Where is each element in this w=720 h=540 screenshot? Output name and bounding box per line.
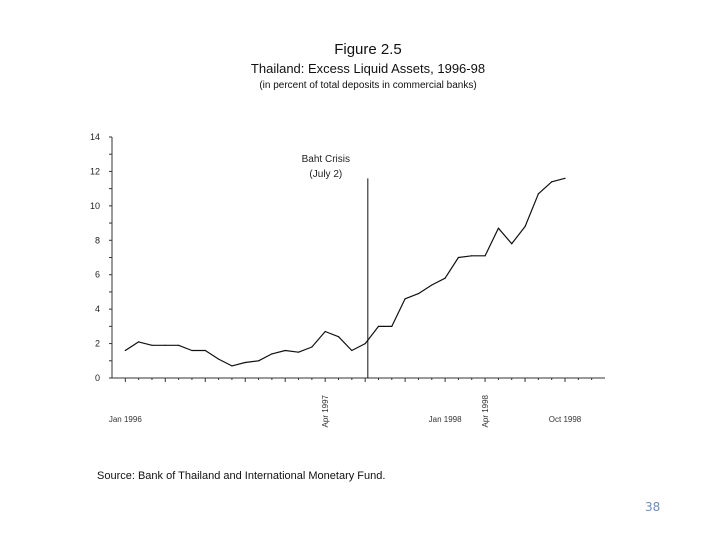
x-tick-label: Jan 1998 (429, 415, 462, 424)
x-tick-label: Jan 1996 (109, 415, 142, 424)
chart-subtitle: (in percent of total deposits in commerc… (259, 80, 477, 91)
data-point (204, 349, 206, 352)
axes (111, 137, 605, 379)
data-point (457, 256, 460, 259)
data-point (217, 358, 220, 360)
figure-number: Figure 2.5 (334, 41, 402, 58)
chart-title: Thailand: Excess Liquid Assets, 1996-98 (250, 61, 486, 76)
data-point (231, 365, 233, 367)
page-number: 38 (645, 500, 661, 514)
data-point (391, 325, 393, 327)
y-tick-label: 12 (90, 166, 100, 176)
y-tick-label: 10 (90, 201, 100, 211)
series-line (124, 177, 566, 367)
data-point (284, 349, 286, 352)
data-point (257, 360, 260, 362)
y-tick-label: 6 (95, 270, 100, 280)
data-point (377, 325, 380, 327)
data-point (244, 361, 246, 364)
data-point (497, 227, 500, 229)
data-point (138, 341, 140, 343)
y-tick-label: 0 (95, 373, 100, 383)
source-note: Source: Bank of Thailand and Internation… (97, 470, 386, 482)
data-point (524, 225, 526, 228)
series-layer (124, 177, 566, 367)
data-point (471, 255, 473, 257)
data-point (484, 255, 486, 257)
x-tick-label: Oct 1998 (549, 415, 582, 424)
y-tick-label: 2 (95, 339, 100, 349)
data-point (124, 349, 126, 352)
data-point (178, 344, 180, 346)
data-point (537, 193, 539, 195)
data-point (551, 181, 553, 183)
data-point (151, 344, 153, 346)
data-point (337, 336, 340, 338)
data-point (444, 277, 446, 279)
data-point (404, 298, 406, 300)
y-tick-label: 14 (90, 132, 100, 142)
data-point (431, 284, 433, 286)
y-axis-ticks: 0 2 4 6 8 10 12 14 (90, 132, 112, 383)
x-tick-label: Apr 1997 (321, 394, 330, 427)
data-point (564, 177, 566, 179)
annotation-layer: Baht Crisis (July 2) (302, 154, 369, 378)
data-point (297, 351, 300, 353)
data-point (417, 293, 420, 295)
y-tick-label: 4 (95, 304, 100, 314)
x-axis-ticks: Jan 1996 Apr 1997 Jan 1998 Apr 1998 Oct 1998 (109, 378, 593, 427)
data-point (324, 330, 326, 333)
annotation-label: Baht Crisis (302, 154, 350, 165)
data-point (271, 353, 273, 355)
data-point (311, 346, 313, 348)
data-point (364, 342, 366, 345)
annotation-label: (July 2) (309, 169, 342, 180)
y-tick-label: 8 (95, 235, 100, 245)
data-point (191, 349, 193, 352)
data-point (164, 344, 166, 346)
data-point (511, 243, 513, 245)
data-point (351, 349, 353, 352)
x-tick-label: Apr 1998 (481, 394, 490, 427)
